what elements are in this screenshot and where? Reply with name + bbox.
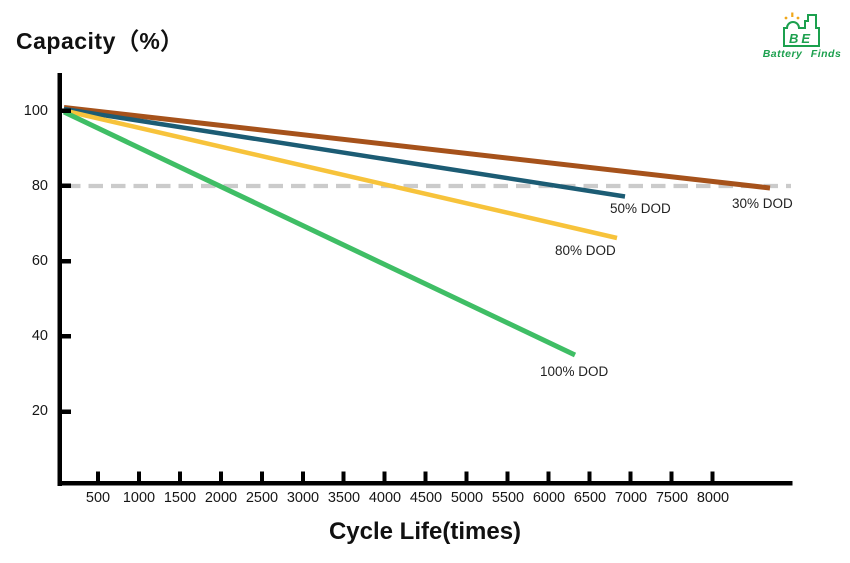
x-tick-6000 xyxy=(546,471,551,482)
logo-monogram: BE xyxy=(789,31,813,46)
x-tick-3000 xyxy=(301,471,305,482)
y-tick-40 xyxy=(62,334,71,339)
y-tick-label-20: 20 xyxy=(31,403,48,419)
x-tick-label-500: 500 xyxy=(85,490,111,506)
y-axis-line xyxy=(57,73,62,486)
x-tick-4500 xyxy=(423,471,428,482)
battery-outline xyxy=(783,14,820,47)
logo-text: Battery Finds xyxy=(762,48,842,60)
y-tick-label-60: 60 xyxy=(31,253,48,269)
y-tick-100 xyxy=(62,108,71,113)
x-tick-label-6500: 6500 xyxy=(573,490,607,506)
x-tick-7000 xyxy=(628,471,633,482)
spark-dot-right xyxy=(796,16,800,20)
x-axis-title: Cycle Life(times) xyxy=(328,518,522,545)
x-tick-label-6000: 6000 xyxy=(532,490,566,506)
x-tick-500 xyxy=(96,471,100,482)
x-tick-label-3000: 3000 xyxy=(286,490,320,506)
x-tick-label-3500: 3500 xyxy=(327,490,361,506)
x-axis-line xyxy=(57,481,793,486)
line-100pct-dod xyxy=(62,109,577,358)
spark-dot-left xyxy=(784,16,788,20)
x-tick-label-8000: 8000 xyxy=(696,490,730,506)
y-tick-20 xyxy=(62,409,71,414)
x-tick-3500 xyxy=(341,471,346,482)
x-tick-8000 xyxy=(710,471,715,482)
y-tick-label-100: 100 xyxy=(23,103,48,119)
x-tick-label-4500: 4500 xyxy=(409,490,443,506)
x-tick-label-7500: 7500 xyxy=(655,490,689,506)
line-30pct-dod xyxy=(63,105,771,191)
x-tick-label-1500: 1500 xyxy=(163,490,197,506)
x-tick-5500 xyxy=(505,471,510,482)
series-label-100pct-dod: 100% DOD xyxy=(540,364,609,379)
line-80pct-dod xyxy=(63,108,618,241)
series-label-30pct-dod: 30% DOD xyxy=(732,196,793,211)
x-tick-7500 xyxy=(669,471,674,482)
battery-logo-icon: BE xyxy=(783,12,820,47)
x-tick-2500 xyxy=(260,471,264,482)
brand-logo: BE Battery Finds xyxy=(760,10,844,60)
x-tick-label-5500: 5500 xyxy=(491,490,525,506)
y-tick-80 xyxy=(62,183,71,188)
x-tick-1500 xyxy=(178,471,182,482)
x-tick-4000 xyxy=(382,471,387,482)
x-tick-2000 xyxy=(219,471,223,482)
spark-ray xyxy=(791,12,794,17)
y-tick-label-80: 80 xyxy=(31,178,48,194)
y-axis-title: Capacity（%） xyxy=(16,28,184,54)
x-tick-label-2500: 2500 xyxy=(245,490,279,506)
x-tick-label-7000: 7000 xyxy=(614,490,648,506)
x-tick-6500 xyxy=(587,471,592,482)
series-label-80pct-dod: 80% DOD xyxy=(555,243,616,258)
y-tick-60 xyxy=(62,259,71,264)
x-tick-label-5000: 5000 xyxy=(450,490,484,506)
y-tick-label-40: 40 xyxy=(31,328,48,344)
line-50pct-dod xyxy=(63,106,626,199)
x-tick-1000 xyxy=(137,471,141,482)
series-label-50pct-dod: 50% DOD xyxy=(610,201,671,216)
x-tick-5000 xyxy=(464,471,469,482)
x-tick-label-4000: 4000 xyxy=(368,490,402,506)
x-tick-label-2000: 2000 xyxy=(204,490,238,506)
x-tick-label-1000: 1000 xyxy=(122,490,156,506)
